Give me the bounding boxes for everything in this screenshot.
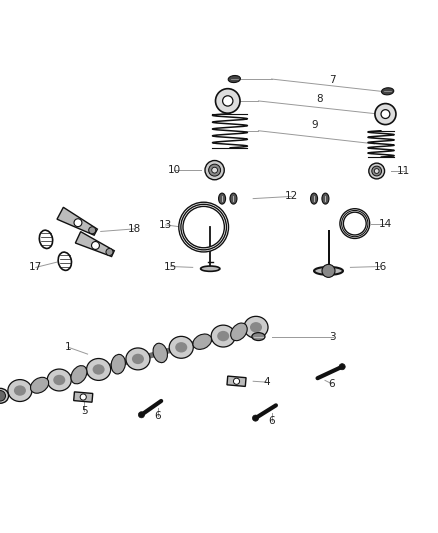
Text: 9: 9	[311, 119, 318, 130]
Circle shape	[375, 103, 396, 125]
Text: 6: 6	[328, 379, 336, 389]
Text: 1: 1	[64, 342, 71, 352]
Circle shape	[208, 164, 221, 176]
Circle shape	[322, 264, 335, 277]
Text: 4: 4	[263, 377, 270, 387]
Ellipse shape	[111, 354, 125, 374]
Ellipse shape	[250, 322, 262, 333]
Polygon shape	[74, 392, 93, 402]
Text: 10: 10	[168, 165, 181, 175]
Ellipse shape	[311, 193, 318, 204]
Ellipse shape	[231, 323, 247, 341]
Ellipse shape	[132, 354, 144, 364]
Text: 18: 18	[128, 224, 141, 234]
Circle shape	[92, 241, 99, 249]
Text: 13: 13	[159, 220, 172, 230]
Text: 7: 7	[329, 75, 336, 85]
Circle shape	[372, 166, 381, 176]
Circle shape	[88, 227, 95, 234]
Ellipse shape	[211, 325, 235, 347]
Ellipse shape	[126, 348, 150, 370]
Circle shape	[252, 415, 258, 421]
Ellipse shape	[201, 266, 220, 271]
Text: 15: 15	[164, 262, 177, 271]
Circle shape	[74, 219, 82, 227]
Ellipse shape	[53, 375, 65, 385]
Ellipse shape	[193, 334, 212, 349]
Ellipse shape	[219, 193, 226, 204]
Ellipse shape	[47, 369, 71, 391]
Circle shape	[381, 110, 390, 118]
Ellipse shape	[244, 316, 268, 338]
Ellipse shape	[71, 366, 87, 384]
Text: 6: 6	[154, 411, 161, 421]
Circle shape	[106, 248, 113, 255]
Circle shape	[138, 411, 145, 418]
Ellipse shape	[217, 331, 229, 341]
Circle shape	[223, 96, 233, 106]
Circle shape	[369, 163, 385, 179]
Circle shape	[205, 160, 224, 180]
Text: 14: 14	[379, 219, 392, 229]
Polygon shape	[227, 376, 246, 386]
Ellipse shape	[87, 359, 111, 381]
Polygon shape	[57, 207, 97, 235]
Ellipse shape	[8, 379, 32, 401]
Text: 16: 16	[374, 262, 387, 271]
Circle shape	[212, 167, 218, 173]
Text: 8: 8	[316, 94, 323, 104]
Polygon shape	[75, 232, 114, 256]
Text: 11: 11	[397, 166, 410, 176]
Circle shape	[0, 391, 6, 401]
Ellipse shape	[228, 76, 240, 83]
Text: 3: 3	[329, 332, 336, 342]
Circle shape	[215, 88, 240, 113]
Ellipse shape	[169, 336, 193, 358]
Ellipse shape	[0, 389, 9, 403]
Ellipse shape	[31, 377, 49, 393]
Circle shape	[233, 378, 240, 384]
Ellipse shape	[92, 364, 105, 375]
Ellipse shape	[230, 193, 237, 204]
Text: 5: 5	[81, 406, 88, 416]
Ellipse shape	[252, 333, 265, 341]
Text: 6: 6	[268, 416, 275, 426]
Ellipse shape	[314, 267, 343, 275]
Ellipse shape	[175, 342, 187, 352]
Ellipse shape	[14, 385, 26, 395]
Circle shape	[80, 394, 86, 400]
Circle shape	[339, 364, 345, 370]
Ellipse shape	[153, 343, 167, 362]
Circle shape	[374, 168, 379, 173]
Ellipse shape	[322, 193, 329, 204]
Ellipse shape	[381, 88, 394, 95]
Text: 17: 17	[29, 262, 42, 272]
Text: 12: 12	[285, 191, 298, 201]
